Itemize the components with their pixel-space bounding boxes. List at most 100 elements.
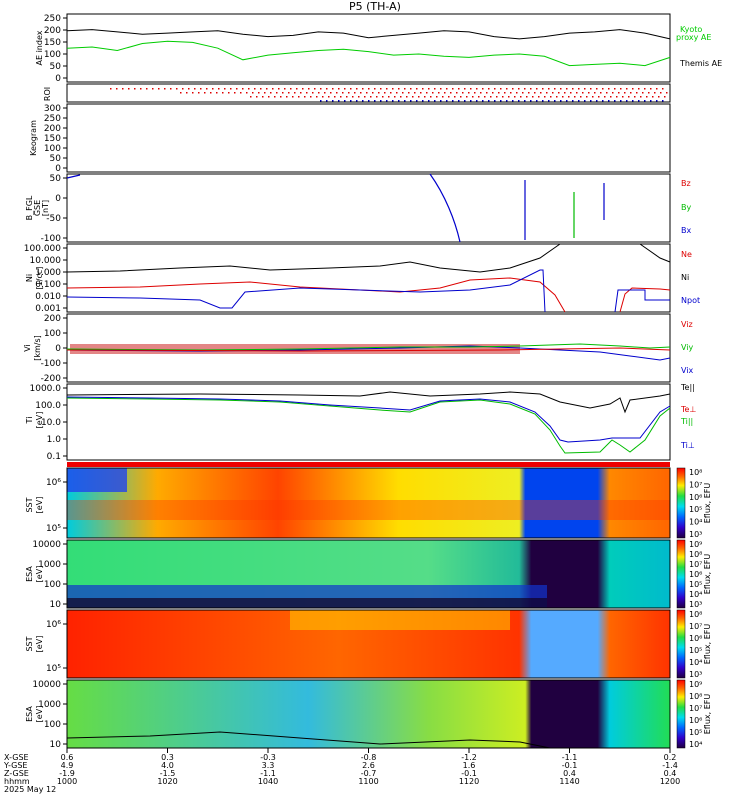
roi-dot xyxy=(222,92,224,94)
esa-e-tick-label: 10000 xyxy=(32,540,61,550)
roi-dot xyxy=(540,92,542,94)
roi-dot xyxy=(152,88,154,90)
ni-tick-label: 10.000 xyxy=(30,256,62,266)
bottom-axis: 0.64.9-1.910000.34.0-1.51020-0.33.3-1.11… xyxy=(3,747,680,794)
roi-dot xyxy=(464,100,466,102)
roi-dot xyxy=(606,92,608,94)
bfield-panel: 50 0 -50 -100 B_FGL GSE [nT] Bz By Bx xyxy=(25,173,691,244)
roi-dot xyxy=(594,92,596,94)
legend-vix: Vix xyxy=(681,366,694,375)
colorbar-tick-label: 10⁶ xyxy=(689,493,702,502)
roi-dot xyxy=(146,88,148,90)
roi-dot xyxy=(532,96,534,98)
roi-dot xyxy=(296,88,298,90)
roi-dot xyxy=(374,88,376,90)
roi-dot xyxy=(472,96,474,98)
bottom-row-label: 2025 May 12 xyxy=(4,785,56,794)
roi-dot xyxy=(518,100,520,102)
roi-dot xyxy=(552,92,554,94)
roi-dot xyxy=(366,92,368,94)
ae-tick-label: 250 xyxy=(44,14,61,24)
roi-dot xyxy=(344,100,346,102)
roi-dot xyxy=(498,92,500,94)
roi-dot xyxy=(170,88,172,90)
roi-dot xyxy=(110,88,112,90)
roi-dot xyxy=(410,88,412,90)
roi-dot xyxy=(476,88,478,90)
roi-dot xyxy=(620,88,622,90)
ae-tick-label: 0 xyxy=(55,74,61,84)
roi-dot xyxy=(524,88,526,90)
roi-dot xyxy=(428,88,430,90)
roi-dot xyxy=(288,92,290,94)
bfield-ylabel-1: B_FGL xyxy=(25,195,34,220)
roi-dot xyxy=(566,100,568,102)
roi-dot xyxy=(650,100,652,102)
roi-dot xyxy=(636,92,638,94)
colorbar-tick-label: 10⁹ xyxy=(689,540,702,549)
esa-ion-spectrogram: 10000 1000 100 10 ESA [eV] xyxy=(25,679,671,750)
bottom-row-label: hhmm xyxy=(4,777,30,786)
roi-dot xyxy=(618,92,620,94)
roi-dot xyxy=(604,96,606,98)
roi-dot xyxy=(356,88,358,90)
roi-dot xyxy=(514,96,516,98)
roi-dot xyxy=(634,96,636,98)
roi-dot xyxy=(362,88,364,90)
roi-dot xyxy=(566,88,568,90)
roi-dot xyxy=(286,96,288,98)
roi-dot xyxy=(432,92,434,94)
x-tick-z-label: -1.9 xyxy=(59,769,75,778)
legend-ni: Ni xyxy=(681,273,689,282)
legend-ti-par: Ti|| xyxy=(680,417,693,426)
roi-dot xyxy=(292,96,294,98)
roi-dot xyxy=(666,92,668,94)
esa-e-tick-label: 10 xyxy=(50,600,62,610)
roi-dot xyxy=(434,88,436,90)
esa-e-ylabel-2: [eV] xyxy=(35,566,44,583)
ae-legend-themis: Themis AE xyxy=(679,59,722,68)
legend-te-perp: Te⊥ xyxy=(680,405,696,414)
roi-dot xyxy=(268,96,270,98)
roi-dot xyxy=(614,100,616,102)
roi-dot xyxy=(364,96,366,98)
sst-i-tick-label: 10⁵ xyxy=(46,664,61,674)
roi-dot xyxy=(632,88,634,90)
roi-dot xyxy=(256,96,258,98)
roi-dot xyxy=(240,92,242,94)
roi-dot xyxy=(608,100,610,102)
colorbar-tick-label: 10⁸ xyxy=(689,692,702,701)
roi-dot xyxy=(326,100,328,102)
cb-label-esa-e: Eflux, EFU xyxy=(703,554,712,595)
vi-tick-label: 0 xyxy=(55,344,61,354)
bfield-ylabel-3: [nT] xyxy=(41,200,50,216)
vix-line xyxy=(66,345,671,361)
roi-dot xyxy=(488,100,490,102)
colorbar-sst-i xyxy=(676,609,686,679)
roi-dot xyxy=(218,88,220,90)
roi-dot xyxy=(316,96,318,98)
roi-dot xyxy=(626,88,628,90)
roi-dot xyxy=(650,88,652,90)
roi-dot xyxy=(390,92,392,94)
bottom-row-label: X-GSE xyxy=(4,753,29,762)
roi-dot xyxy=(572,100,574,102)
roi-dot xyxy=(494,100,496,102)
roi-dot xyxy=(428,100,430,102)
roi-dot xyxy=(350,88,352,90)
roi-dot xyxy=(338,88,340,90)
x-tick-x-label: -0.8 xyxy=(361,753,377,762)
roi-dot xyxy=(336,92,338,94)
ni-tick-label: 0.100 xyxy=(35,280,61,290)
roi-dot xyxy=(496,96,498,98)
roi-dot xyxy=(464,88,466,90)
roi-dot xyxy=(422,88,424,90)
roi-dot xyxy=(376,96,378,98)
colorbar-tick-label: 10⁴ xyxy=(689,658,702,667)
roi-dot xyxy=(450,92,452,94)
roi-dot xyxy=(484,96,486,98)
sst-i-ylabel-1: SST xyxy=(25,636,34,651)
roi-dot xyxy=(648,92,650,94)
